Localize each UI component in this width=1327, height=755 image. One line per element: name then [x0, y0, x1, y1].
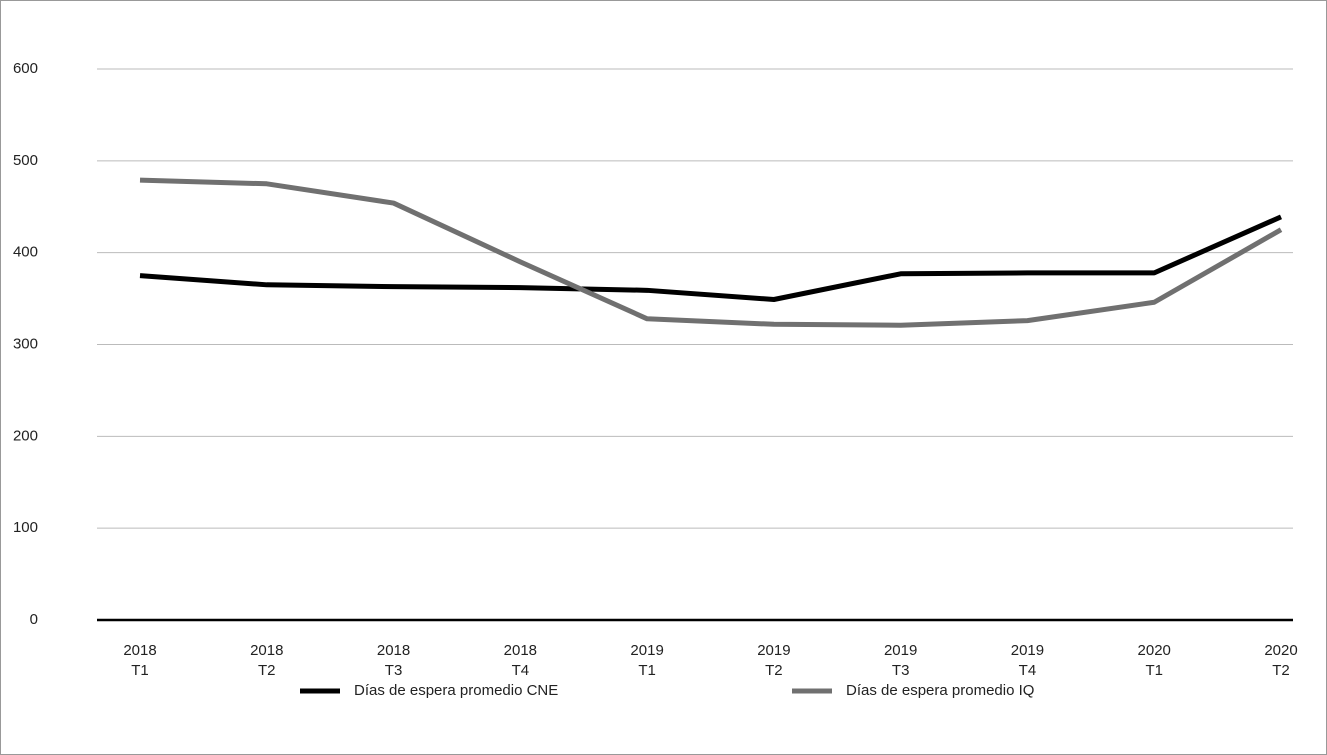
legend-label: Días de espera promedio IQ	[846, 682, 1034, 699]
x-tick-label: 2018 T1	[123, 642, 156, 679]
x-tick-label-line: T2	[1272, 662, 1290, 679]
x-tick-label: 2018 T4	[504, 642, 537, 679]
x-tick-label-line: 2019	[757, 642, 790, 659]
x-tick-label-line: 2020	[1138, 642, 1171, 659]
x-tick-label-line: 2018	[250, 642, 283, 659]
x-tick-label-line: 2020	[1264, 642, 1297, 659]
x-tick-label: 2019 T2	[757, 642, 790, 679]
y-tick-label: 500	[13, 152, 38, 169]
y-tick-label: 200	[13, 427, 38, 444]
x-tick-label-line: T1	[131, 662, 149, 679]
x-tick-label: 2019 T1	[630, 642, 663, 679]
y-tick-label: 300	[13, 335, 38, 352]
y-tick-label: 600	[13, 60, 38, 77]
y-tick-label: 0	[30, 611, 38, 628]
y-tick-label: 400	[13, 244, 38, 261]
legend-label: Días de espera promedio CNE	[354, 682, 558, 699]
x-tick-label: 2019 T4	[1011, 642, 1044, 679]
x-tick-label-line: 2018	[123, 642, 156, 659]
x-tick-label-line: 2019	[1011, 642, 1044, 659]
x-tick-label-line: T2	[765, 662, 783, 679]
x-tick-label-line: T4	[1019, 662, 1037, 679]
x-tick-label-line: 2018	[504, 642, 537, 659]
x-tick-label-line: 2018	[377, 642, 410, 659]
x-tick-label-line: 2019	[884, 642, 917, 659]
series-line	[139, 177, 1283, 328]
y-tick-label: 100	[13, 519, 38, 536]
x-tick-label: 2018 T2	[250, 642, 283, 679]
x-tick-label-line: T1	[1145, 662, 1163, 679]
x-tick-label-line: T2	[258, 662, 276, 679]
series-line	[139, 214, 1283, 303]
x-tick-label: 2018 T3	[377, 642, 410, 679]
x-tick-label-line: T1	[638, 662, 656, 679]
x-tick-label: 2020 T1	[1138, 642, 1171, 679]
x-tick-label-line: T3	[892, 662, 910, 679]
x-tick-label: 2020 T2	[1264, 642, 1297, 679]
x-tick-label-line: T3	[385, 662, 403, 679]
x-tick-label: 2019 T3	[884, 642, 917, 679]
x-tick-label-line: T4	[512, 662, 530, 679]
x-tick-label-line: 2019	[630, 642, 663, 659]
